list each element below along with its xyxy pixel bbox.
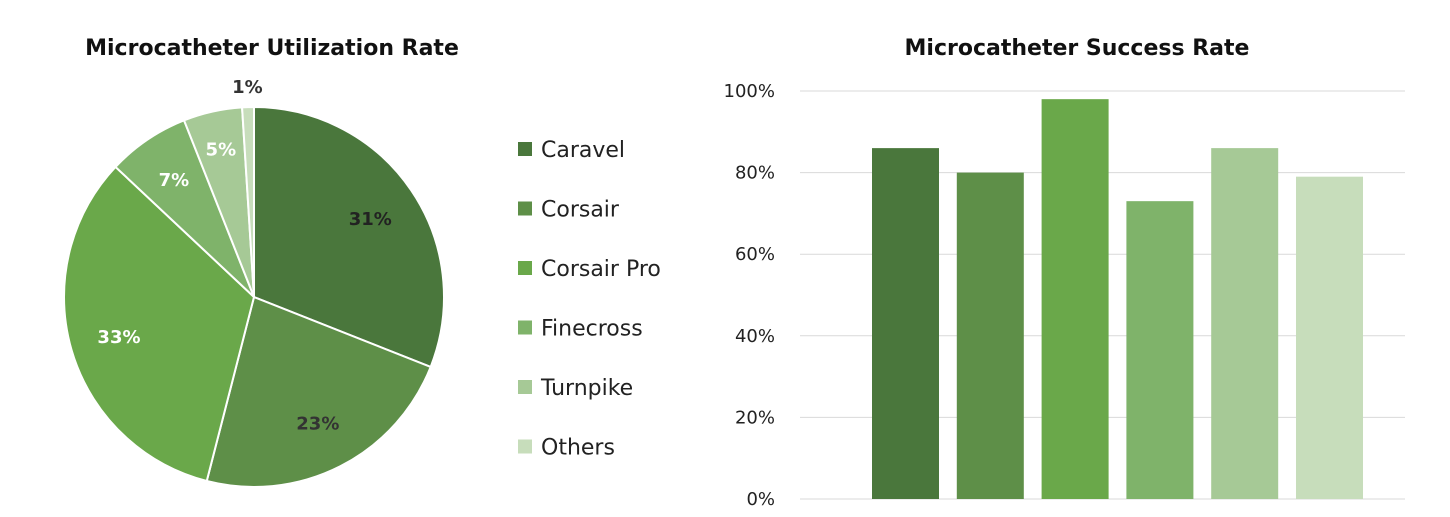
- pie-slice-corsair: [205, 295, 432, 488]
- legend-label: Corsair: [541, 198, 620, 223]
- legend-swatch: [518, 380, 532, 394]
- y-tick-label: 100%: [724, 81, 775, 102]
- bar-turnpike: [1211, 148, 1279, 499]
- legend-item: Others: [518, 436, 615, 461]
- bar-y-tick-labels: 0% 20% 40% 60% 80% 100%: [724, 81, 775, 510]
- y-tick-label: 60%: [735, 244, 775, 265]
- legend-swatch: [518, 201, 532, 216]
- legend-label: Finecross: [541, 317, 643, 342]
- bar-chart: Microcatheter Success Rate 0% 20% 40% 60% 80…: [724, 36, 1405, 510]
- bar-corsair-pro: [1041, 99, 1109, 499]
- legend-item: Caravel: [518, 138, 625, 163]
- legend-label: Caravel: [541, 138, 625, 163]
- pie-slice-label: 1%: [232, 77, 263, 98]
- pie-chart: Microcatheter Utilization Rate 31% 23% 33%…: [63, 36, 459, 488]
- bar-bars: [872, 99, 1363, 499]
- legend-swatch: [518, 261, 532, 275]
- pie-slice-label: 7%: [159, 170, 190, 191]
- pie-slice-label: 33%: [97, 327, 140, 348]
- pie-legend: Caravel Corsair Corsair Pro Finecross Turnpi…: [518, 138, 661, 461]
- pie-slice-caravel: [253, 105, 445, 369]
- legend-swatch: [518, 320, 532, 335]
- y-tick-label: 80%: [735, 163, 775, 184]
- pie-slice-corsair-pro: [63, 165, 256, 483]
- bar-finecross: [1126, 201, 1194, 499]
- pie-slices: [63, 105, 445, 488]
- legend-swatch: [518, 439, 532, 454]
- pie-slice-others: [241, 105, 255, 298]
- legend-swatch: [518, 142, 532, 156]
- pie-slice-label: 23%: [296, 413, 339, 434]
- pie-slice-labels: 31% 23% 33% 7% 5% 1%: [97, 77, 391, 434]
- legend-item: Corsair Pro: [518, 257, 661, 282]
- legend-item: Turnpike: [518, 376, 633, 401]
- pie-slice-label: 31%: [349, 209, 392, 230]
- legend-label: Corsair Pro: [541, 257, 661, 282]
- pie-chart-title: Microcatheter Utilization Rate: [85, 36, 459, 61]
- y-tick-label: 0%: [746, 489, 775, 510]
- legend-item: Corsair: [518, 198, 620, 223]
- legend-label: Others: [541, 436, 615, 461]
- pie-slice-label: 5%: [206, 140, 237, 161]
- bar-chart-title: Microcatheter Success Rate: [905, 36, 1250, 61]
- bar-caravel: [872, 148, 939, 499]
- bar-corsair: [956, 172, 1024, 499]
- y-tick-label: 40%: [735, 326, 775, 347]
- legend-label: Turnpike: [540, 376, 633, 401]
- legend-item: Finecross: [518, 317, 643, 342]
- bar-others: [1296, 176, 1363, 499]
- y-tick-label: 20%: [735, 407, 775, 428]
